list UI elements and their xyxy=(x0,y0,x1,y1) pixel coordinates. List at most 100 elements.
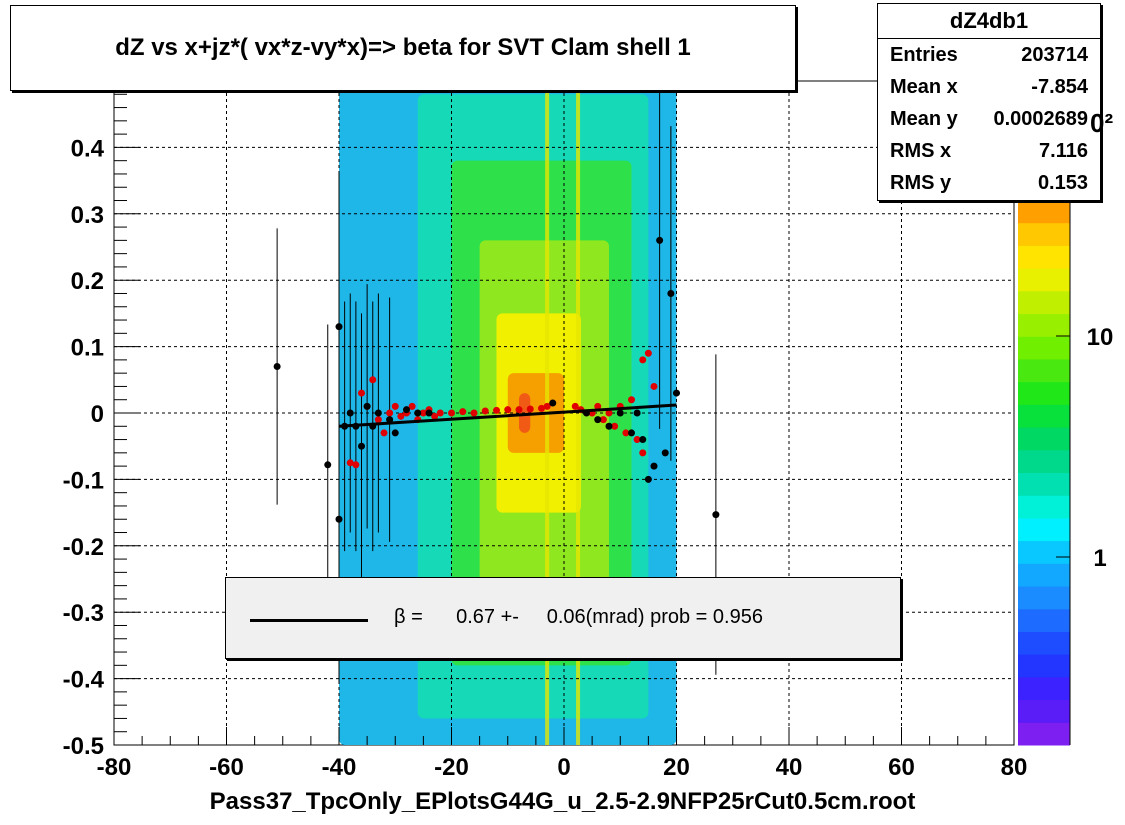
data-point-red xyxy=(650,382,658,390)
colorbar-cell xyxy=(1018,654,1070,678)
colorbar-cell xyxy=(1018,699,1070,723)
data-point-black xyxy=(633,409,641,417)
y-tick-label: -0.2 xyxy=(63,534,104,561)
data-point-black xyxy=(324,461,332,469)
x-tick-label: -60 xyxy=(209,754,244,781)
stats-row-mean-y: Mean y 0.0002689 xyxy=(878,103,1100,135)
colorbar-cell xyxy=(1018,540,1070,564)
stats-label: RMS y xyxy=(890,172,952,194)
colorbar-cell xyxy=(1018,290,1070,315)
stats-value: 0.153 xyxy=(1037,172,1088,194)
stats-box: dZ4db1 Entries 203714 Mean x -7.854 Mean… xyxy=(877,3,1101,201)
data-point-red xyxy=(543,402,551,410)
data-point-red xyxy=(639,449,647,457)
y-tick-label: -0.1 xyxy=(63,467,104,494)
y-tick-label: -0.5 xyxy=(63,733,104,760)
colorbar-tick-label: 10 xyxy=(1087,324,1114,351)
x-axis-label: Pass37_TpcOnly_EPlotsG44G_u_2.5-2.9NFP25… xyxy=(209,788,916,815)
stats-value: 0.0002689 xyxy=(993,108,1088,130)
data-point-black xyxy=(346,409,354,417)
axis-layer: -80 -60 -40 -20 0 20 40 60 80 -0.5 -0.4 -0.3 -0.2 -0.… xyxy=(63,93,1028,781)
data-point-black xyxy=(414,409,422,417)
data-point-black xyxy=(644,475,652,483)
colorbar-cell xyxy=(1018,517,1070,542)
data-point-red xyxy=(391,402,399,410)
data-point-red xyxy=(448,409,455,417)
colorbar-cell xyxy=(1018,586,1070,610)
colorbar-cell xyxy=(1018,381,1070,405)
x-tick-label: -80 xyxy=(97,754,132,781)
data-point-red xyxy=(628,396,635,404)
data-point-black xyxy=(605,422,613,430)
stats-row-entries: Entries 203714 xyxy=(878,39,1100,71)
data-point-red xyxy=(538,404,545,412)
stats-row-rms-y: RMS y 0.153 xyxy=(878,167,1100,199)
x-tick-label: -40 xyxy=(322,754,357,781)
data-point-red xyxy=(380,429,388,437)
data-point-black xyxy=(358,442,365,450)
data-point-black xyxy=(335,323,343,331)
data-point-black xyxy=(549,399,557,407)
data-point-black xyxy=(661,449,669,457)
stats-label: Entries xyxy=(890,44,958,66)
data-point-black xyxy=(616,409,624,417)
data-point-red xyxy=(436,409,444,417)
data-point-red xyxy=(369,376,377,384)
colorbar-cell xyxy=(1018,245,1070,269)
data-point-black xyxy=(639,436,647,444)
y-tick-label: 0 xyxy=(91,401,104,428)
data-point-black xyxy=(273,363,281,371)
data-point-red xyxy=(386,409,394,417)
data-point-red xyxy=(358,389,365,397)
fit-line xyxy=(338,403,677,428)
y-tick-label: 0.1 xyxy=(71,335,104,362)
stats-row-mean-x: Mean x -7.854 xyxy=(878,71,1100,103)
y-tick-label: -0.3 xyxy=(63,600,104,627)
data-point-red xyxy=(374,416,382,424)
y-tick-label: 0.4 xyxy=(71,135,105,162)
x-tick-label: 0 xyxy=(557,754,570,781)
stats-value: 203714 xyxy=(1021,44,1088,66)
stats-label: Mean y xyxy=(890,108,958,130)
data-point-black xyxy=(628,429,635,437)
data-point-black xyxy=(386,416,394,424)
colorbar-cell xyxy=(1018,472,1070,496)
points-layer xyxy=(273,236,720,523)
data-point-black xyxy=(335,515,343,523)
y-tick-label: 0.2 xyxy=(71,268,104,295)
data-point-red xyxy=(397,412,405,420)
data-point-red xyxy=(639,356,647,364)
colorbar-cell xyxy=(1018,404,1070,428)
colorbar-cell xyxy=(1018,449,1070,473)
data-point-red xyxy=(470,409,478,417)
data-point-red xyxy=(346,459,354,467)
data-point-black xyxy=(712,511,720,519)
y-tick-label: -0.4 xyxy=(63,667,105,694)
x-tick-label: 80 xyxy=(1001,754,1028,781)
colorbar-cell xyxy=(1018,200,1070,224)
data-point-red xyxy=(622,429,630,437)
colorbar-cell xyxy=(1018,563,1070,587)
colorbar-cell xyxy=(1018,608,1070,632)
chart-title-box: dZ vs x+jz*( vx*z-vy*x)=> beta for SVT C… xyxy=(10,5,796,91)
colorbar-cell xyxy=(1018,495,1070,519)
data-point-red xyxy=(504,406,512,414)
colorbar-cell xyxy=(1018,631,1070,655)
data-point-black xyxy=(391,429,399,437)
data-point-red xyxy=(431,412,439,420)
data-point-black xyxy=(656,236,664,244)
data-point-red xyxy=(419,409,427,417)
colorbar-tick-label: 1 xyxy=(1093,545,1106,572)
data-point-red xyxy=(594,402,602,410)
data-point-black xyxy=(594,416,602,424)
data-point-red xyxy=(352,461,360,469)
data-point-red xyxy=(644,349,652,357)
data-point-red xyxy=(526,405,534,413)
colorbar-cell xyxy=(1018,427,1070,451)
data-point-red xyxy=(493,406,500,414)
legend-box: β = 0.67 +- 0.06(mrad) prob = 0.956 xyxy=(225,577,901,659)
stats-row-rms-x: RMS x 7.116 xyxy=(878,135,1100,167)
legend-fit-line xyxy=(250,619,368,622)
colorbar-cell xyxy=(1018,358,1070,383)
colorbar-layer: 1 10 xyxy=(1018,200,1113,746)
